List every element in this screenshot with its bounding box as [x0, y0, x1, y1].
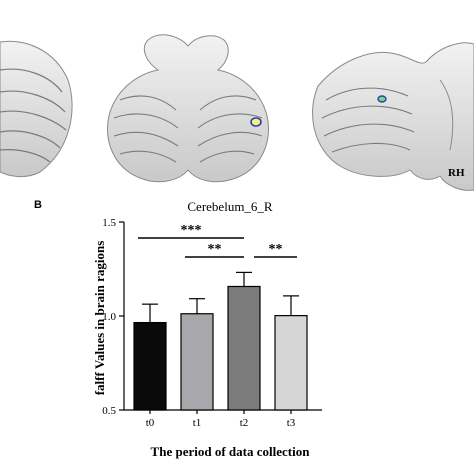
significance-label: **: [269, 242, 283, 257]
bar-t0: [133, 321, 167, 411]
bar-t1: [180, 313, 214, 411]
x-tick-label: t3: [287, 417, 296, 429]
panel-label: B: [34, 199, 42, 211]
activation-cluster-icon: [377, 95, 387, 103]
bar-t3: [274, 315, 308, 411]
cerebellum-right-view: [312, 42, 474, 191]
chart-title: Cerebelum_6_R: [187, 199, 273, 214]
y-axis-label: falff Values in brain ragions: [92, 241, 107, 396]
activation-cluster-icon: [250, 117, 262, 127]
panel-b: B Cerebelum_6_R falff Values in brain ra…: [34, 199, 322, 459]
x-tick-label: t0: [146, 417, 155, 429]
y-tick-label: 1.5: [102, 217, 116, 229]
cerebellum-left-view: [0, 40, 73, 178]
y-tick-label: 1.0: [102, 311, 116, 323]
x-axis-label: The period of data collection: [151, 444, 311, 459]
significance-label: **: [208, 242, 222, 257]
x-tick-label: t1: [193, 417, 202, 429]
plot-area: 0.51.01.5t0 t1 t2 t3***** **: [102, 217, 322, 429]
hemisphere-label: RH: [448, 167, 465, 179]
x-tick-label: t2: [240, 417, 249, 429]
bar-t2: [227, 285, 261, 411]
significance-label: ***: [181, 223, 202, 238]
panel-a: RH: [0, 34, 474, 191]
cerebellum-center-view: [107, 34, 269, 183]
y-tick-label: 0.5: [102, 405, 116, 417]
